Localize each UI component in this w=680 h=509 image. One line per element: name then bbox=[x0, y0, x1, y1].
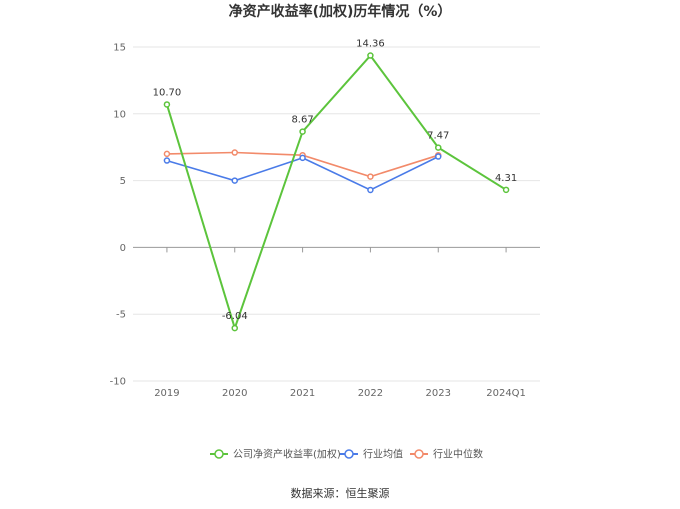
series-group bbox=[163, 52, 510, 332]
series-point-1[interactable] bbox=[231, 177, 238, 184]
legend-item-1[interactable]: 行业均值 bbox=[340, 448, 403, 461]
data-label: 7.47 bbox=[427, 131, 449, 142]
series-point-1[interactable] bbox=[299, 154, 306, 162]
x-tick-label: 2019 bbox=[154, 388, 179, 399]
x-axis: 2019 2020 2021 2022 2023 2024Q1 bbox=[154, 247, 526, 399]
legend-item-0[interactable]: 公司净资产收益率(加权) bbox=[210, 448, 341, 461]
y-tick-label: -10 bbox=[110, 377, 126, 388]
legend-label: 行业中位数 bbox=[433, 448, 483, 461]
x-tick-label: 2024Q1 bbox=[486, 388, 526, 399]
y-tick-label: -5 bbox=[116, 310, 126, 321]
y-tick-label: 15 bbox=[113, 43, 126, 54]
legend-marker bbox=[344, 449, 354, 459]
series-point-2[interactable] bbox=[231, 149, 238, 156]
y-tick-label: 10 bbox=[113, 109, 126, 120]
series-point-0[interactable] bbox=[367, 52, 374, 59]
series-point-0[interactable] bbox=[231, 324, 238, 332]
legend-marker bbox=[214, 449, 224, 459]
x-tick-label: 2020 bbox=[222, 388, 247, 399]
data-labels: 10.70 -6.04 8.67 14.36 7.47 4.31 bbox=[153, 39, 518, 323]
series-point-1[interactable] bbox=[367, 186, 374, 194]
x-tick-label: 2022 bbox=[358, 388, 383, 399]
series-line-1 bbox=[166, 155, 439, 191]
y-tick-label: 0 bbox=[120, 243, 126, 254]
legend-label: 行业均值 bbox=[363, 448, 403, 461]
series-point-1[interactable] bbox=[435, 153, 442, 160]
legend-item-2[interactable]: 行业中位数 bbox=[410, 448, 483, 461]
x-tick-label: 2021 bbox=[290, 388, 315, 399]
series-point-1[interactable] bbox=[163, 157, 171, 164]
data-label: 14.36 bbox=[356, 39, 385, 50]
x-tick-label: 2023 bbox=[426, 388, 451, 399]
series-point-0[interactable] bbox=[435, 144, 442, 151]
grid bbox=[133, 46, 540, 382]
series-point-0[interactable] bbox=[502, 186, 510, 194]
series-point-2[interactable] bbox=[367, 173, 374, 180]
data-label: 4.31 bbox=[495, 173, 517, 184]
data-label: 10.70 bbox=[153, 87, 182, 98]
chart-title: 净资产收益率(加权)历年情况（%） bbox=[229, 3, 452, 20]
data-source: 数据来源：恒生聚源 bbox=[291, 486, 390, 500]
series-point-0[interactable] bbox=[163, 101, 171, 108]
series-line-0 bbox=[165, 54, 507, 332]
legend-label: 公司净资产收益率(加权) bbox=[233, 448, 341, 461]
y-axis: -10 -5 0 5 10 15 bbox=[110, 43, 126, 388]
data-label: -6.04 bbox=[222, 311, 248, 322]
legend-marker bbox=[414, 449, 424, 459]
data-label: 8.67 bbox=[291, 115, 313, 126]
series-point-2[interactable] bbox=[163, 150, 171, 158]
legend[interactable]: 公司净资产收益率(加权) 行业均值 行业中位数 bbox=[210, 448, 483, 461]
series-point-0[interactable] bbox=[299, 128, 306, 135]
y-tick-label: 5 bbox=[120, 176, 126, 187]
